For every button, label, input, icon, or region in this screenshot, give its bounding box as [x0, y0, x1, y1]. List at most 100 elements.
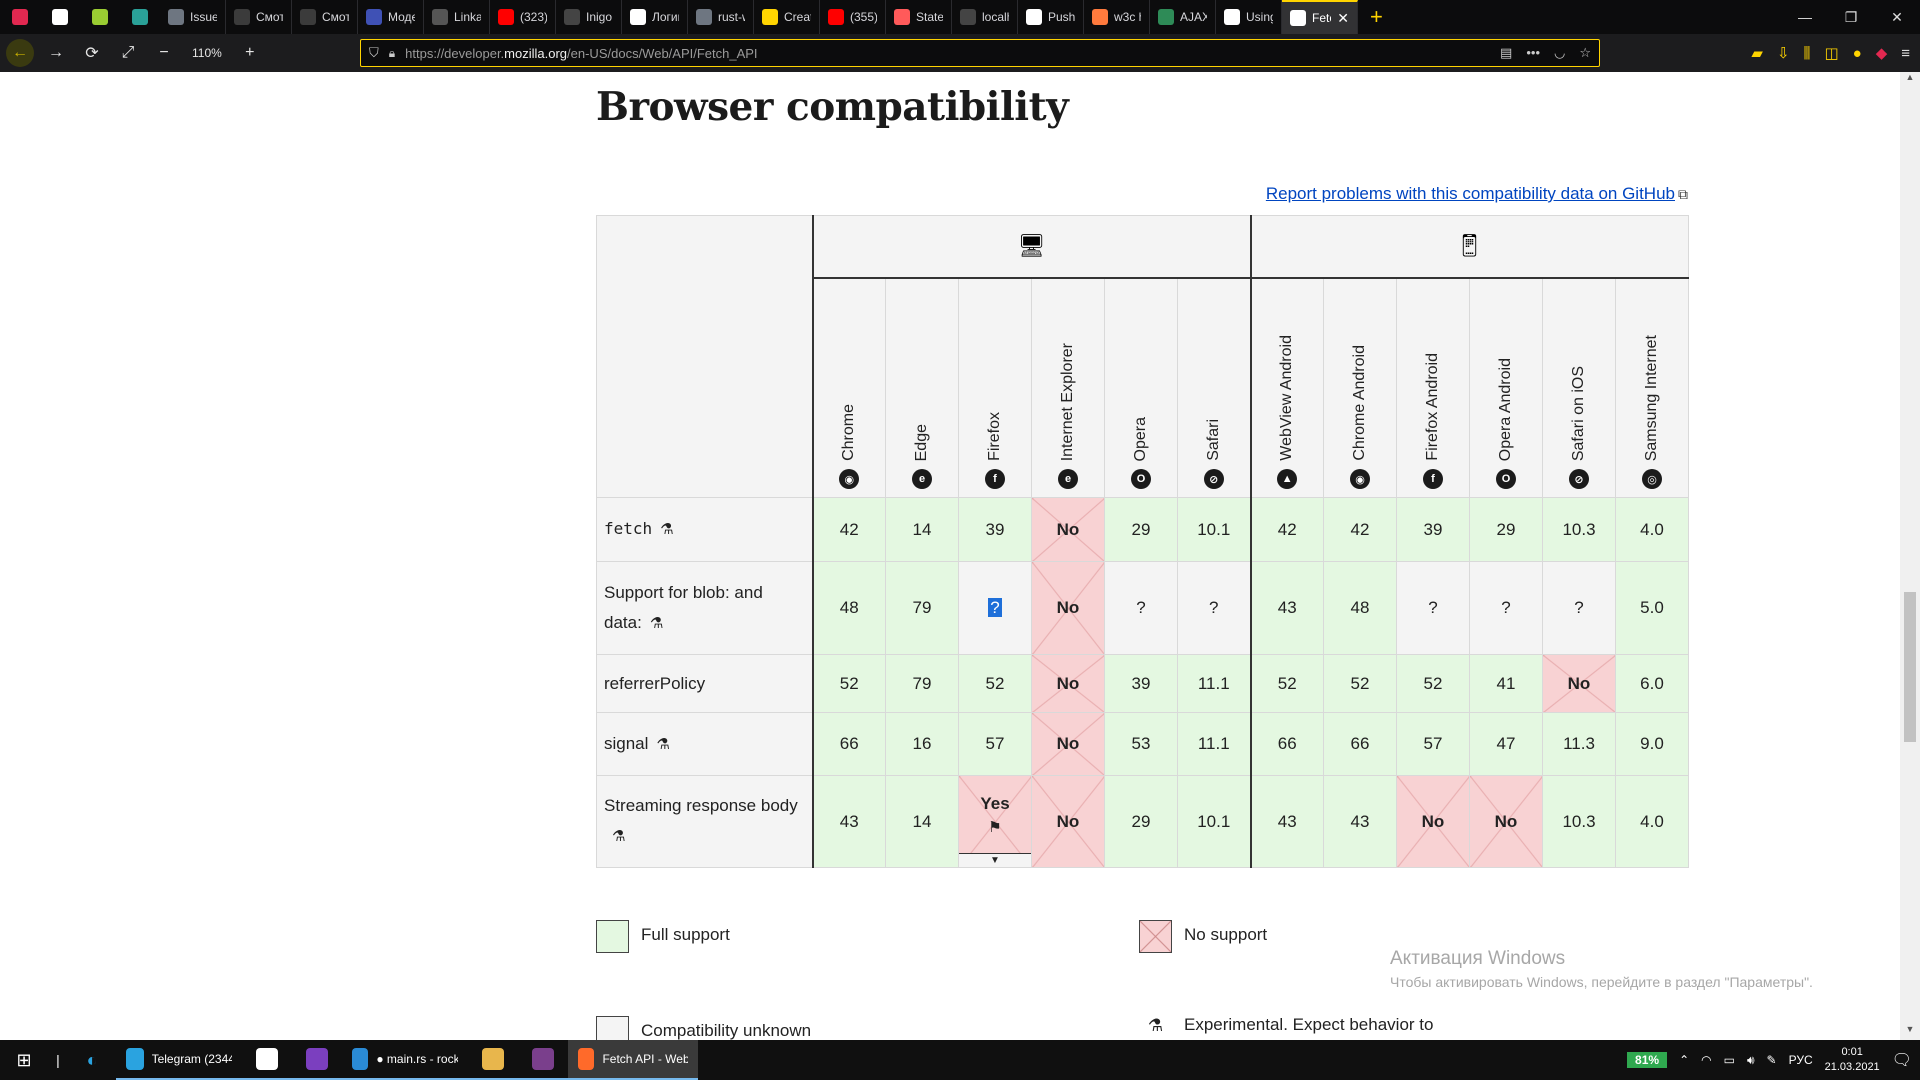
- support-cell[interactable]: 11.1: [1177, 654, 1252, 713]
- shield-icon[interactable]: ⛉: [369, 45, 379, 60]
- battery-indicator[interactable]: 81%: [1627, 1052, 1668, 1068]
- support-cell[interactable]: 14: [885, 497, 959, 562]
- support-cell[interactable]: 43: [1323, 775, 1397, 868]
- network-icon[interactable]: ◠: [1701, 1053, 1712, 1067]
- support-cell[interactable]: 43: [1250, 775, 1324, 868]
- menu-icon[interactable]: ≡: [1901, 44, 1910, 62]
- support-cell[interactable]: 39: [1396, 497, 1470, 562]
- support-cell[interactable]: 43: [812, 775, 886, 868]
- reader-view-icon[interactable]: ▤: [1500, 45, 1513, 60]
- fullscreen-icon[interactable]: ⤢: [121, 44, 135, 61]
- browser-tab[interactable]: w3c htt: [1084, 0, 1150, 34]
- bookmark-star-icon[interactable]: ☆: [1579, 45, 1591, 60]
- support-cell[interactable]: 66: [1323, 712, 1397, 776]
- browser-tab[interactable]: [80, 0, 120, 34]
- taskbar-app[interactable]: [518, 1040, 568, 1080]
- support-cell[interactable]: ?: [958, 561, 1032, 655]
- support-cell[interactable]: 52: [812, 654, 886, 713]
- scroll-down-icon[interactable]: ▼: [1905, 1024, 1915, 1034]
- support-cell[interactable]: 52: [1323, 654, 1397, 713]
- zoom-out-button[interactable]: −: [159, 44, 169, 61]
- support-cell[interactable]: 42: [812, 497, 886, 562]
- support-cell[interactable]: 52: [958, 654, 1032, 713]
- scrollbar-thumb[interactable]: [1904, 592, 1916, 742]
- browser-tab[interactable]: Смотр: [226, 0, 292, 34]
- sidebar-icon[interactable]: ◫: [1824, 45, 1839, 62]
- support-cell[interactable]: 11.3: [1542, 712, 1616, 776]
- support-cell[interactable]: No: [1396, 775, 1470, 868]
- support-cell[interactable]: 5.0: [1615, 561, 1689, 655]
- browser-tab[interactable]: Логика: [622, 0, 688, 34]
- support-cell[interactable]: 14: [885, 775, 959, 868]
- support-cell[interactable]: 6.0: [1615, 654, 1689, 713]
- report-problems-link[interactable]: Report problems with this compatibility …: [1265, 184, 1688, 203]
- browser-tab[interactable]: localhost:8: [952, 0, 1018, 34]
- support-cell[interactable]: 57: [958, 712, 1032, 776]
- browser-tab[interactable]: Issues: [160, 0, 226, 34]
- page-scrollbar[interactable]: ▲ ▼: [1900, 72, 1920, 1040]
- support-cell[interactable]: 52: [1250, 654, 1324, 713]
- support-cell[interactable]: 53: [1104, 712, 1178, 776]
- pocket-icon[interactable]: ◡: [1554, 45, 1566, 60]
- support-cell[interactable]: 29: [1104, 497, 1178, 562]
- support-cell[interactable]: 29: [1104, 775, 1178, 868]
- lock-icon[interactable]: 🔒︎: [388, 45, 396, 60]
- new-tab-button[interactable]: +: [1370, 4, 1383, 29]
- browser-tab[interactable]: State: [886, 0, 952, 34]
- support-cell[interactable]: 39: [1104, 654, 1178, 713]
- support-cell[interactable]: 48: [812, 561, 886, 655]
- support-cell[interactable]: 41: [1469, 654, 1543, 713]
- support-cell[interactable]: ?: [1542, 561, 1616, 655]
- close-window-icon[interactable]: ✕: [1891, 8, 1903, 25]
- support-cell[interactable]: 57: [1396, 712, 1470, 776]
- support-cell[interactable]: ?: [1469, 561, 1543, 655]
- support-cell[interactable]: 10.1: [1177, 497, 1252, 562]
- support-cell[interactable]: 66: [1250, 712, 1324, 776]
- url-text[interactable]: https://developer.mozilla.org/en-US/docs…: [405, 45, 758, 61]
- support-cell[interactable]: 52: [1396, 654, 1470, 713]
- task-view-icon[interactable]: |: [56, 1052, 60, 1068]
- browser-tab[interactable]: Модел: [358, 0, 424, 34]
- zoom-level[interactable]: 110%: [192, 46, 222, 60]
- support-cell[interactable]: Yes ⚑ ▼: [958, 775, 1032, 868]
- support-cell[interactable]: 10.1: [1177, 775, 1252, 868]
- windows-start-icon[interactable]: ⊞: [16, 1049, 32, 1070]
- support-cell[interactable]: No: [1542, 654, 1616, 713]
- forward-button[interactable]: →: [48, 44, 64, 61]
- support-cell[interactable]: ?: [1396, 561, 1470, 655]
- chevron-up-icon[interactable]: ⌃: [1679, 1053, 1690, 1067]
- restore-icon[interactable]: ❐: [1844, 8, 1858, 25]
- browser-tab[interactable]: [0, 0, 40, 34]
- support-cell[interactable]: 43: [1250, 561, 1324, 655]
- support-cell[interactable]: 66: [812, 712, 886, 776]
- browser-tab[interactable]: Creatin: [754, 0, 820, 34]
- browser-tab[interactable]: Смотр: [292, 0, 358, 34]
- support-cell[interactable]: 9.0: [1615, 712, 1689, 776]
- reload-button[interactable]: ⟳: [85, 45, 99, 62]
- support-cell[interactable]: No: [1031, 775, 1105, 868]
- browser-tab[interactable]: [120, 0, 160, 34]
- browser-tab[interactable]: Inigo C: [556, 0, 622, 34]
- browser-tab[interactable]: Using: [1216, 0, 1282, 34]
- volume-icon[interactable]: 🔊︎: [1746, 1052, 1755, 1067]
- support-cell[interactable]: 10.3: [1542, 497, 1616, 562]
- support-cell[interactable]: 10.3: [1542, 775, 1616, 868]
- support-cell[interactable]: No: [1031, 561, 1105, 655]
- support-cell[interactable]: 48: [1323, 561, 1397, 655]
- zoom-in-button[interactable]: +: [245, 44, 255, 61]
- support-cell[interactable]: 11.1: [1177, 712, 1252, 776]
- language-indicator[interactable]: РУС: [1788, 1053, 1813, 1067]
- edge-icon[interactable]: ◐: [86, 1049, 98, 1070]
- support-cell[interactable]: 42: [1250, 497, 1324, 562]
- battery-icon[interactable]: ▭: [1723, 1053, 1735, 1067]
- support-cell[interactable]: ?: [1177, 561, 1252, 655]
- support-cell[interactable]: 47: [1469, 712, 1543, 776]
- support-cell[interactable]: No: [1031, 497, 1105, 562]
- page-actions-icon[interactable]: •••: [1526, 45, 1540, 60]
- browser-tab[interactable]: (323) L: [490, 0, 556, 34]
- taskbar-app[interactable]: [292, 1040, 342, 1080]
- support-cell[interactable]: 16: [885, 712, 959, 776]
- taskbar-app[interactable]: [242, 1040, 292, 1080]
- notifications-icon[interactable]: 🗨︎: [1891, 1052, 1912, 1069]
- extension-icon[interactable]: ▰: [1751, 45, 1763, 62]
